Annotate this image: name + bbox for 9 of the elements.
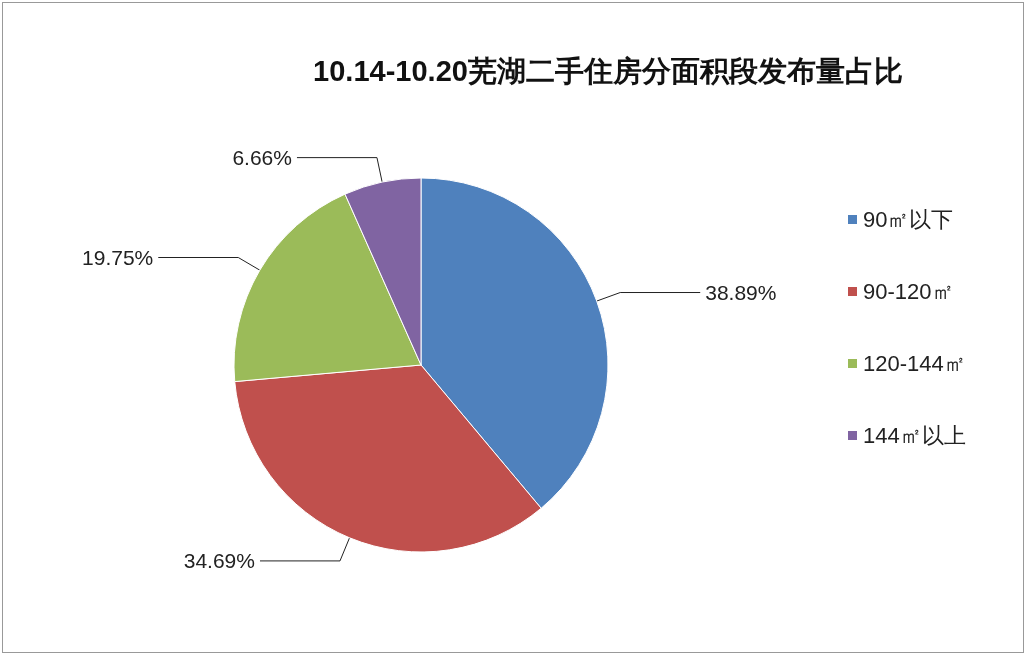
- data-label: 38.89%: [705, 281, 777, 305]
- legend-label: 120-144㎡: [863, 351, 966, 376]
- legend-label: 90㎡以下: [863, 207, 954, 232]
- data-label: 6.66%: [232, 146, 292, 170]
- data-label: 19.75%: [82, 246, 154, 269]
- legend-label: 90-120㎡: [863, 279, 954, 304]
- chart-title: 10.14-10.20芜湖二手住房分面积段发布量占比: [313, 54, 903, 87]
- data-label: 34.69%: [183, 549, 255, 573]
- legend-label: 144㎡以上: [863, 423, 966, 448]
